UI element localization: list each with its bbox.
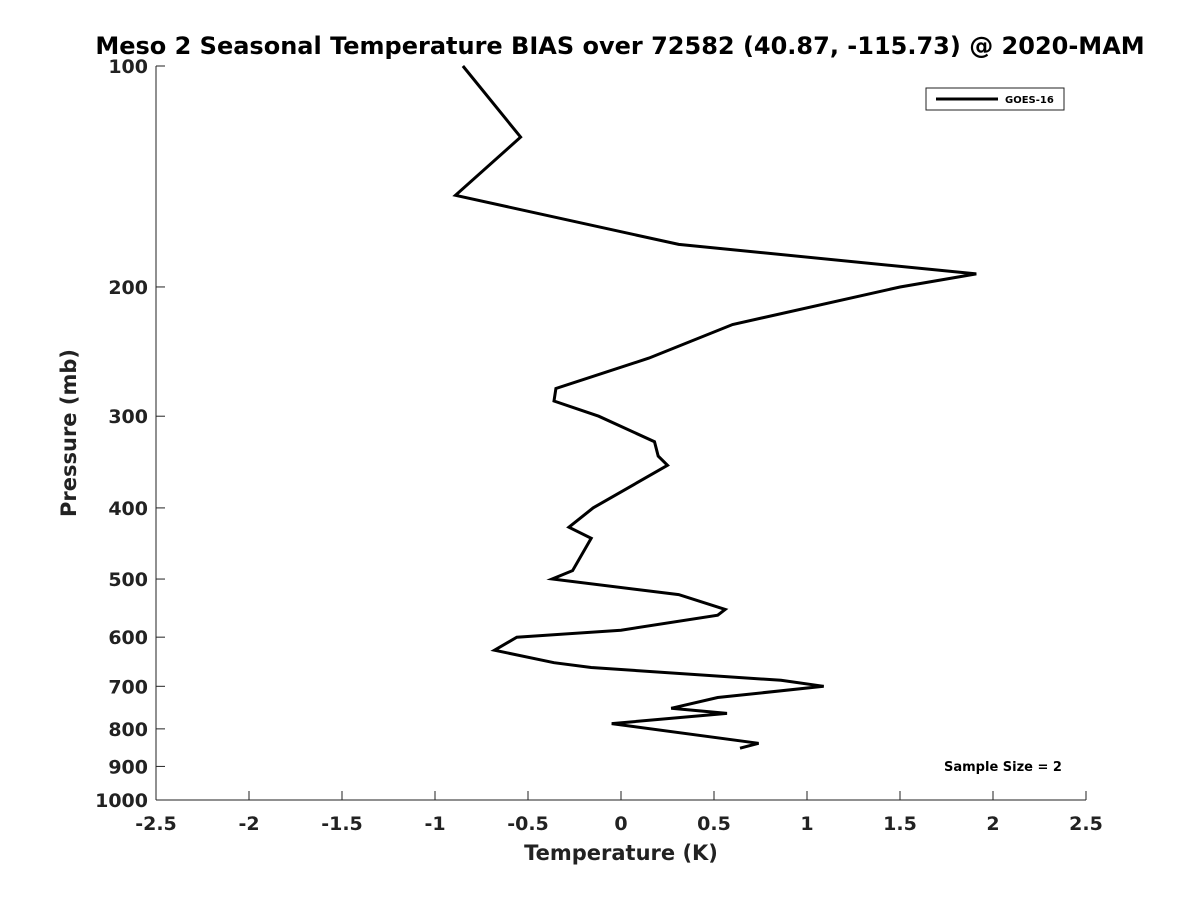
x-tick-label: -0.5 xyxy=(507,813,549,835)
y-axis-label: Pressure (mb) xyxy=(57,349,81,517)
y-axis-ticks: 100 200 300 400 500 600 700 800 900 1000 xyxy=(95,56,165,812)
y-tick-label: 900 xyxy=(108,756,148,778)
y-tick-label: 800 xyxy=(108,719,148,741)
x-tick-label: 2.5 xyxy=(1069,813,1103,835)
legend-label-goes-16: GOES-16 xyxy=(1005,95,1054,106)
y-tick-label: 200 xyxy=(108,277,148,299)
x-tick-label: 2 xyxy=(986,813,999,835)
x-tick-label: 1.5 xyxy=(883,813,917,835)
x-axis-label: Temperature (K) xyxy=(524,841,718,865)
y-tick-label: 600 xyxy=(108,627,148,649)
x-tick-label: 1 xyxy=(800,813,813,835)
y-tick-label: 400 xyxy=(108,498,148,520)
y-tick-label: 300 xyxy=(108,406,148,428)
x-tick-label: -1 xyxy=(424,813,445,835)
y-tick-label: 700 xyxy=(108,676,148,698)
x-tick-label: 0 xyxy=(614,813,627,835)
x-tick-label: -1.5 xyxy=(321,813,363,835)
y-tick-label: 500 xyxy=(108,569,148,591)
y-tick-label: 100 xyxy=(108,56,148,78)
series-line-goes-16 xyxy=(452,65,977,750)
x-tick-label: -2 xyxy=(238,813,259,835)
plot-area xyxy=(155,66,1086,801)
legend: GOES-16 xyxy=(925,87,1065,111)
sample-size-annotation: Sample Size = 2 xyxy=(944,760,1062,775)
y-tick-label: 1000 xyxy=(95,790,148,812)
series-layer xyxy=(452,65,977,750)
x-tick-label: -2.5 xyxy=(135,813,177,835)
chart-title: Meso 2 Seasonal Temperature BIAS over 72… xyxy=(95,32,1144,60)
x-tick-label: 0.5 xyxy=(697,813,731,835)
x-axis-ticks: -2.5 -2 -1.5 -1 -0.5 0 0.5 1 1.5 2 2.5 xyxy=(135,791,1103,835)
